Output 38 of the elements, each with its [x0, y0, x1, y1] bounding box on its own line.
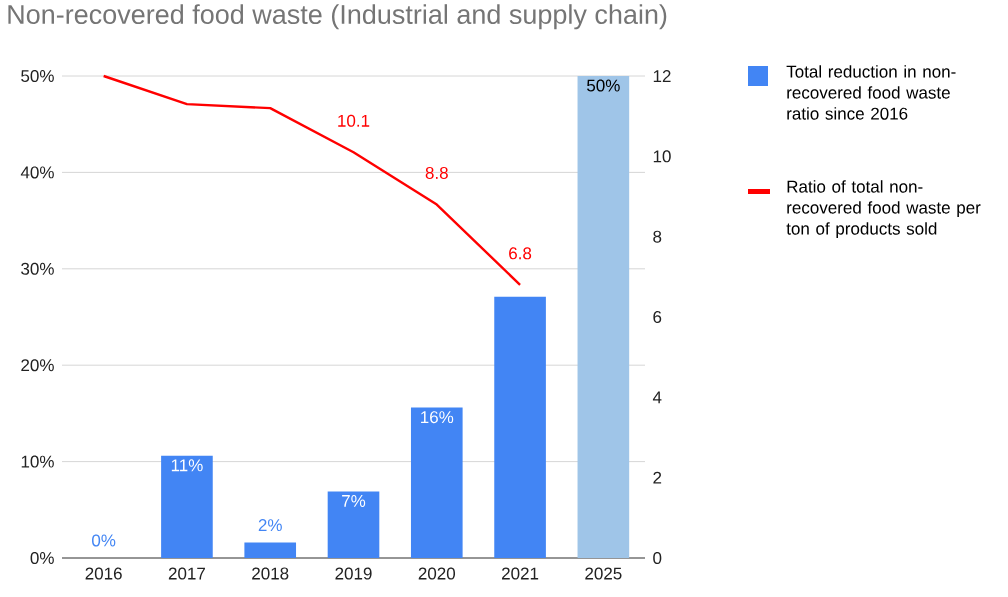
chart-title: Non-recovered food waste (Industrial and supply chain)	[8, 4, 667, 30]
y2-tick-label: 10	[653, 150, 671, 163]
x-tick-label: 2025	[585, 567, 622, 580]
y-tick-label: 10%	[21, 455, 54, 468]
y2-tick-label: 4	[652, 391, 662, 404]
bar	[494, 296, 546, 558]
legend-label: Total reduction in non-recovered food waste ratio since 2016	[786, 65, 956, 120]
y2-tick-label: 0	[653, 551, 662, 565]
y-tick-label: 0%	[30, 551, 54, 565]
data-label: 11%	[171, 459, 203, 472]
x-tick-label: 2020	[418, 567, 456, 580]
bar	[244, 542, 297, 558]
x-tick-label: 2016	[85, 567, 122, 580]
y2-tick-label: 2	[653, 471, 662, 484]
bar	[410, 407, 463, 558]
data-label: 0%	[92, 534, 116, 547]
bar	[577, 76, 630, 558]
y2-tick-label: 6	[653, 310, 662, 324]
data-label: 7%	[342, 495, 366, 507]
bar	[327, 491, 380, 558]
bar	[161, 455, 213, 558]
y-tick-label: 20%	[21, 359, 54, 372]
y-tick-label: 40%	[20, 166, 54, 179]
y-tick-label: 30%	[21, 262, 54, 275]
x-tick-label: 2021	[502, 567, 539, 580]
y2-tick-label: 8	[653, 230, 662, 243]
data-label: 10.1	[338, 114, 370, 127]
data-label: 16%	[421, 411, 454, 424]
data-label: 50%	[587, 79, 620, 92]
x-tick-label: 2018	[252, 567, 289, 580]
data-label: 2%	[258, 519, 282, 532]
legend-label: Ratio of total non-recovered food waste per ton of products sold	[786, 180, 981, 239]
data-label: 6.8	[509, 247, 532, 260]
x-tick-label: 2019	[335, 567, 372, 580]
x-tick-label: 2017	[168, 567, 205, 580]
y2-tick-label: 12	[653, 70, 671, 82]
y-tick-label: 50%	[21, 69, 54, 83]
data-label: 8.8	[425, 166, 448, 180]
